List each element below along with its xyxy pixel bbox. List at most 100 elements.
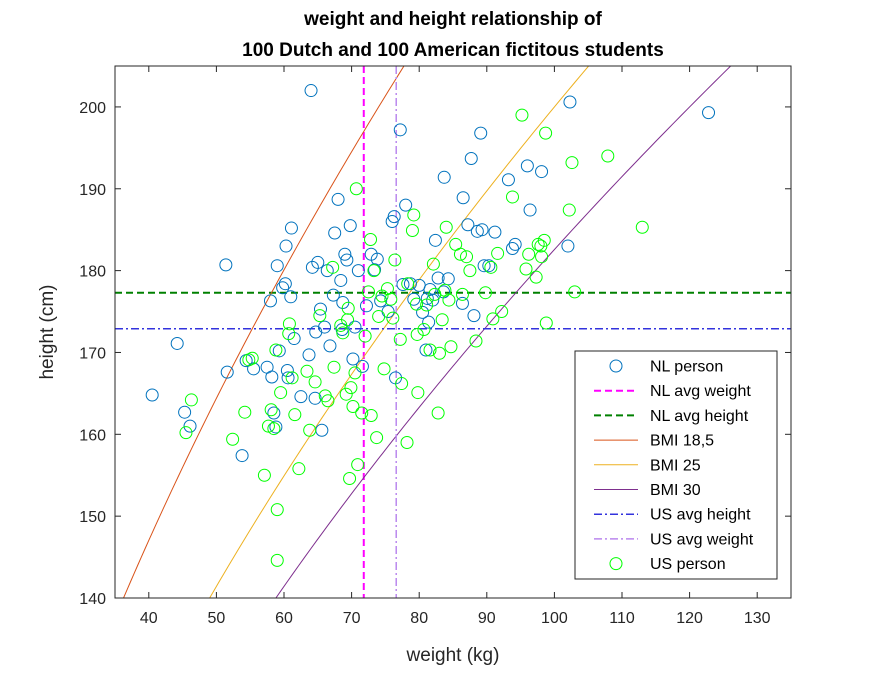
us-person-point — [362, 285, 375, 299]
us-person-point — [341, 301, 355, 315]
plot-frame — [114, 65, 792, 599]
nl-person-point — [420, 291, 434, 305]
nl-person-point — [477, 259, 491, 273]
y-tick-label: 170 — [79, 345, 106, 362]
nl-person-point — [474, 126, 488, 140]
us-person-point — [568, 285, 582, 299]
legend-swatch-us-person — [609, 557, 623, 571]
us-person-point — [534, 239, 548, 253]
us-person-point — [313, 309, 327, 323]
us-person-point — [432, 346, 446, 360]
nl-person-point — [278, 277, 292, 291]
us-person-point — [515, 108, 529, 122]
us-person-point — [522, 247, 536, 261]
us-person-point — [344, 381, 358, 395]
legend-label-us-avg-weight: US avg weight — [650, 531, 754, 548]
us-person-point — [417, 323, 431, 337]
legend-label-bmi-30: BMI 30 — [650, 482, 701, 499]
us-person-point — [410, 327, 424, 341]
us-person-point — [444, 340, 458, 354]
us-person-point — [308, 375, 322, 389]
us-person-point — [420, 298, 434, 312]
us-person-point — [179, 426, 193, 440]
legend: NL person NL avg weight NL avg height BMI 1… — [574, 350, 778, 580]
bmi-curve-bmi-185 — [122, 66, 405, 598]
nl-person-point — [428, 233, 442, 247]
nl-person-point — [340, 253, 354, 267]
y-tick-label: 150 — [79, 509, 106, 526]
nl-person-point — [334, 273, 348, 287]
us-person-point — [264, 403, 278, 417]
nl-person-point — [396, 278, 410, 292]
y-tick-label: 180 — [79, 264, 106, 281]
nl-person-point — [328, 226, 342, 240]
us-person-point — [484, 260, 498, 274]
y-tick-label: 140 — [79, 591, 106, 608]
us-person-point — [351, 458, 365, 472]
nl-person-point — [467, 309, 481, 323]
x-axis-label: weight (kg) — [406, 645, 500, 666]
us-person-point — [346, 399, 360, 413]
us-person-point — [270, 503, 284, 517]
nl-person-point — [170, 336, 184, 350]
us-person-point — [478, 286, 492, 300]
nl-person-point — [270, 259, 284, 273]
us-person-point — [282, 317, 296, 331]
nl-person-point — [145, 388, 159, 402]
x-tick-label: 70 — [343, 610, 361, 627]
us-person-point — [386, 311, 400, 325]
us-person-point — [326, 260, 340, 274]
nl-person-point — [523, 203, 537, 217]
us-person-point — [184, 393, 198, 407]
nl-person-point — [399, 198, 413, 212]
nl-person-point — [423, 282, 437, 296]
us-person-point — [288, 408, 302, 422]
us-person-point — [535, 250, 549, 264]
nl-person-point — [535, 165, 549, 179]
us-person-point — [505, 190, 519, 204]
nl-person-point — [393, 123, 407, 137]
nl-person-point — [501, 173, 515, 187]
nl-person-point — [351, 264, 365, 278]
nl-person-point — [326, 288, 340, 302]
us-person-point — [539, 316, 553, 330]
us-person-point — [349, 182, 363, 196]
us-person-point — [370, 431, 384, 445]
nl-person-point — [348, 320, 362, 334]
us-person-point — [407, 208, 421, 222]
x-tick-label: 100 — [541, 610, 568, 627]
legend-label-bmi-185: BMI 18,5 — [650, 433, 714, 450]
us-person-point — [336, 326, 350, 340]
nl-person-point — [294, 390, 308, 404]
us-person-point — [303, 423, 317, 437]
us-person-point — [364, 408, 378, 422]
nl-person-point — [302, 348, 316, 362]
nl-person-point — [284, 290, 298, 304]
us-person-point — [539, 126, 553, 140]
legend-label-us-person: US person — [650, 556, 726, 573]
nl-person-point — [419, 343, 433, 357]
nl-person-point — [314, 302, 327, 316]
nl-person-point — [304, 84, 318, 98]
nl-person-point — [437, 170, 451, 184]
nl-person-point — [220, 365, 234, 379]
nl-person-point — [464, 151, 478, 165]
us-person-point — [343, 472, 357, 485]
y-tick-label: 160 — [79, 427, 106, 444]
us-person-point — [358, 329, 372, 343]
nl-person-point — [488, 225, 502, 239]
us-person-point — [442, 293, 456, 307]
nl-person-point — [461, 218, 475, 232]
nl-person-point — [265, 370, 279, 384]
us-person-point — [321, 394, 335, 408]
us-person-point — [267, 422, 281, 436]
us-person-point — [463, 264, 477, 278]
legend-label-bmi-25: BMI 25 — [650, 457, 701, 474]
us-person-point — [519, 262, 533, 276]
legend-swatch-nl-person — [609, 359, 623, 373]
us-person-point — [364, 233, 378, 247]
bmi-curve-bmi-30 — [275, 66, 732, 598]
us-person-point — [431, 406, 445, 420]
us-person-point — [226, 432, 240, 446]
